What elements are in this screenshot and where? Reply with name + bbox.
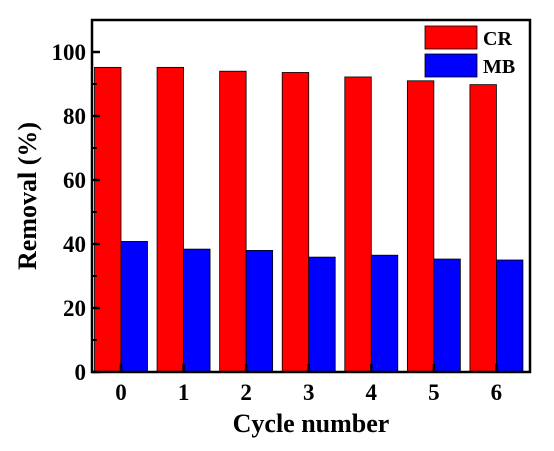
y-axis: 0 20 40 60 80 100 bbox=[52, 40, 100, 385]
legend-swatch-mb bbox=[424, 53, 478, 78]
bar-cr-cycle-2 bbox=[219, 70, 247, 373]
bar-mb-cycle-5 bbox=[433, 258, 461, 373]
bar-cr-cycle-4 bbox=[344, 76, 372, 373]
x-axis-title: Cycle number bbox=[233, 409, 390, 438]
bar-cr-cycle-3 bbox=[281, 72, 310, 373]
x-axis: 0 1 2 3 4 5 6 bbox=[115, 364, 502, 405]
y-tick-label: 0 bbox=[75, 360, 87, 385]
legend-label-mb: MB bbox=[483, 56, 515, 78]
x-tick-label: 4 bbox=[366, 380, 378, 405]
bar-mb-cycle-3 bbox=[308, 256, 336, 373]
bar-cr-cycle-6 bbox=[469, 84, 497, 373]
bar-cr-cycle-0 bbox=[94, 66, 122, 373]
bar-cr-cycle-1 bbox=[156, 66, 184, 373]
y-axis-title: Removal (%) bbox=[13, 122, 42, 270]
y-tick-label: 20 bbox=[63, 296, 86, 321]
bar-cr-cycle-5 bbox=[406, 80, 435, 373]
plot-frame bbox=[90, 18, 532, 374]
bar-mb-cycle-2 bbox=[245, 249, 274, 373]
y-tick-label: 80 bbox=[63, 104, 86, 129]
x-tick-label: 6 bbox=[491, 380, 503, 405]
x-tick-label: 5 bbox=[428, 380, 440, 405]
bars-layer bbox=[94, 66, 524, 373]
legend-label-cr: CR bbox=[483, 28, 512, 50]
bar-mb-cycle-6 bbox=[496, 259, 524, 373]
bar-mb-cycle-4 bbox=[370, 254, 399, 373]
y-tick-label: 40 bbox=[63, 232, 86, 257]
y-tick-label: 60 bbox=[63, 168, 86, 193]
x-tick-label: 3 bbox=[303, 380, 315, 405]
y-tick-label: 100 bbox=[52, 40, 87, 65]
x-tick-label: 2 bbox=[240, 380, 252, 405]
legend-swatch-cr bbox=[424, 25, 478, 50]
bar-mb-cycle-0 bbox=[120, 241, 148, 373]
bar-mb-cycle-1 bbox=[183, 248, 211, 373]
x-tick-label: 1 bbox=[178, 380, 190, 405]
legend: CR MB bbox=[424, 25, 515, 78]
x-tick-label: 0 bbox=[115, 380, 127, 405]
